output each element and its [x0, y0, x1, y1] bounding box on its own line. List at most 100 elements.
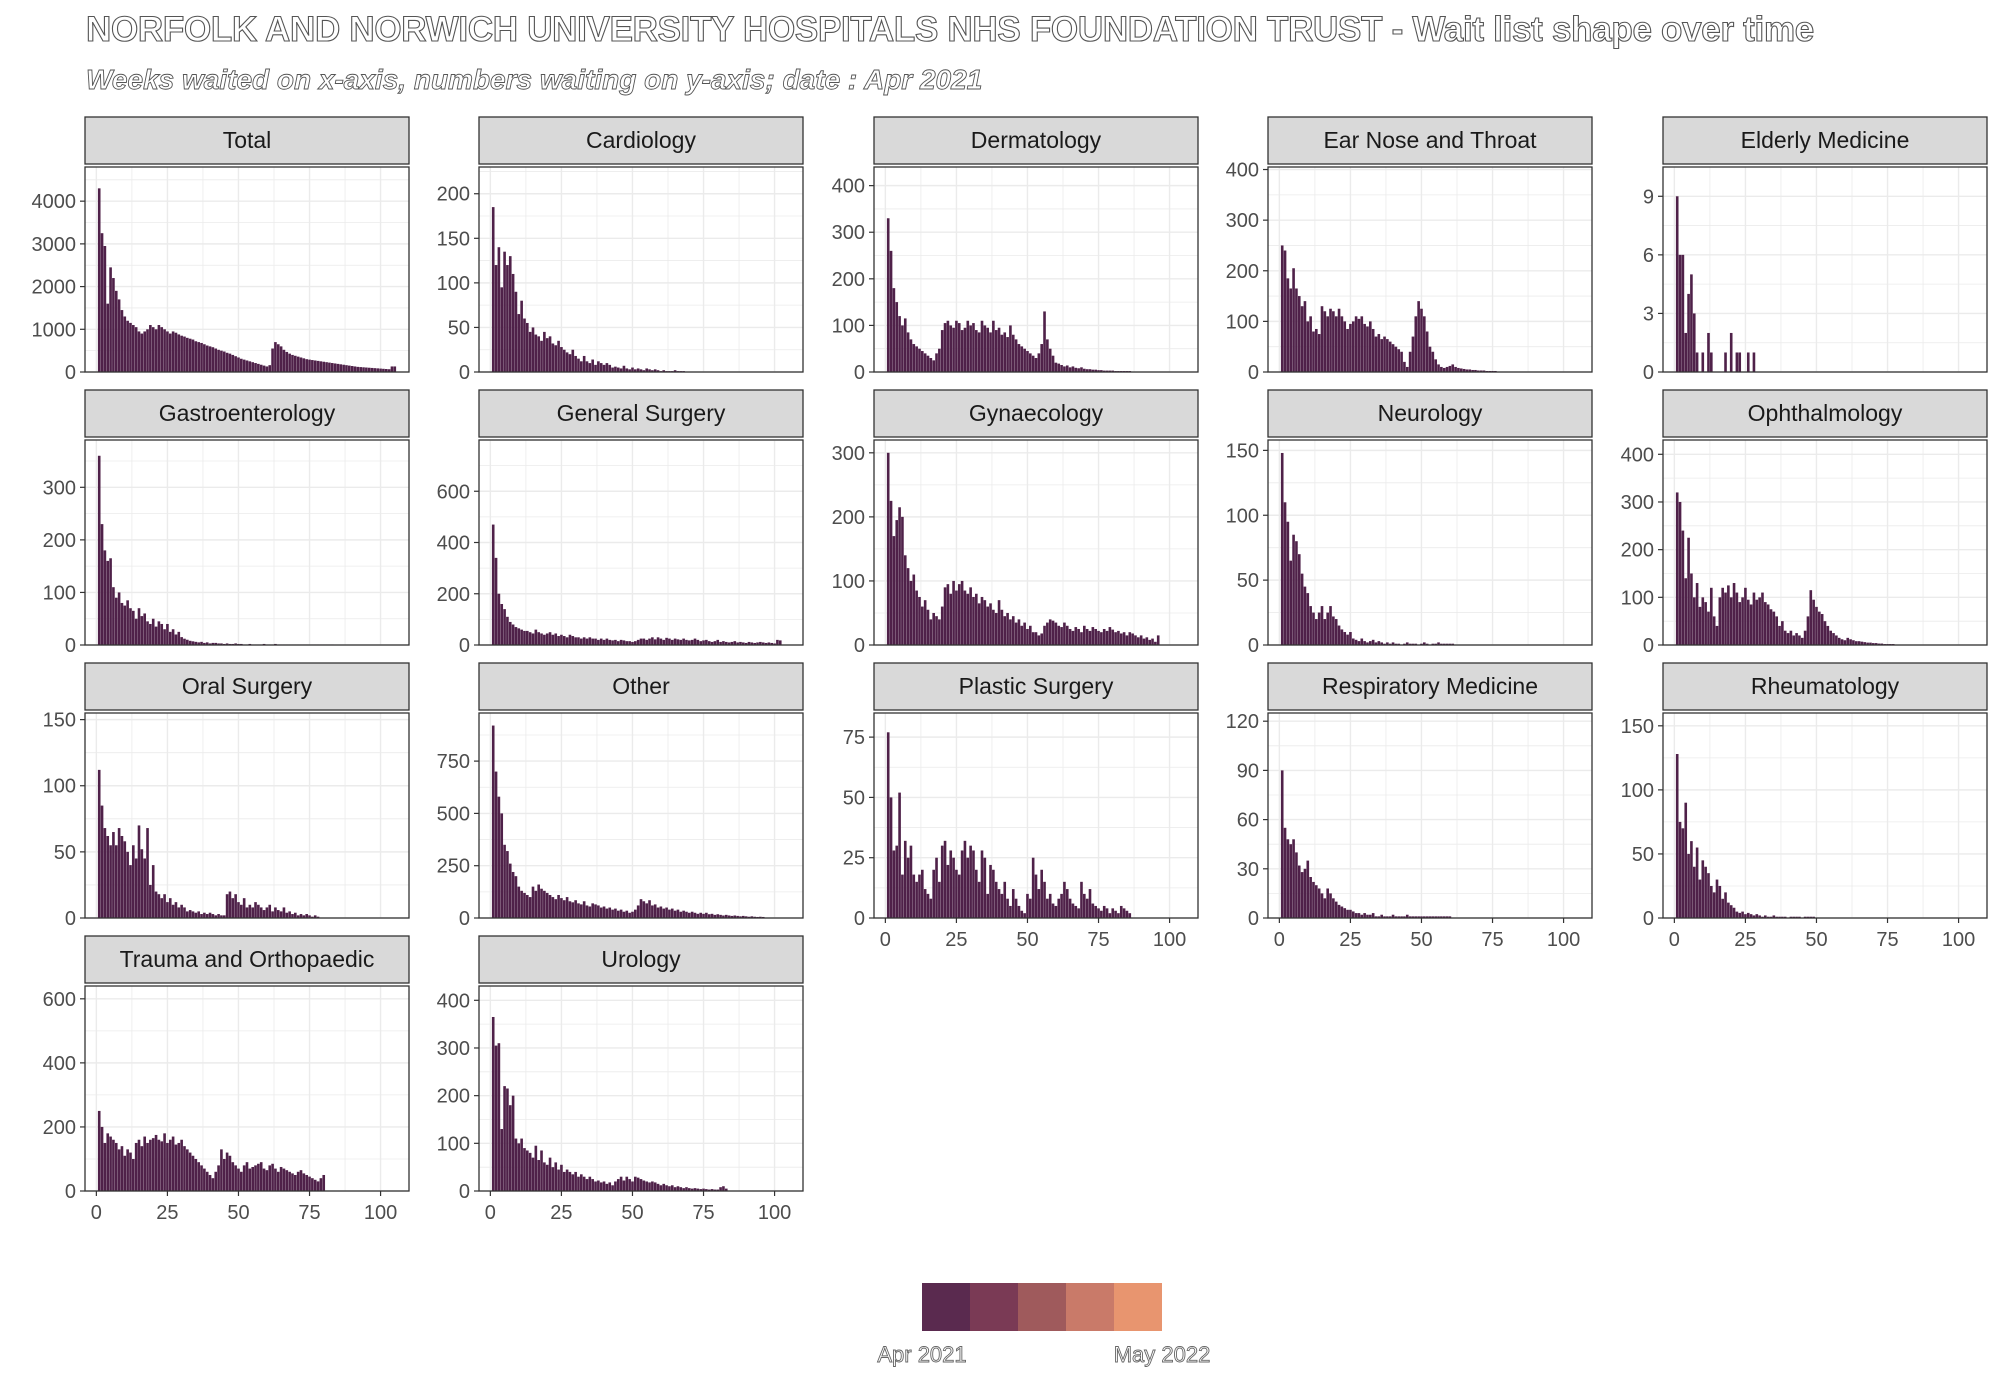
bar — [568, 354, 572, 372]
facet-total: Total 0 1000 2000 3000 4000 — [32, 116, 410, 384]
y-tick-label: 4000 — [32, 191, 77, 213]
bar — [713, 1189, 717, 1191]
bar — [528, 1152, 532, 1191]
bar — [1448, 365, 1452, 372]
bar — [214, 642, 218, 645]
bar — [491, 1016, 495, 1191]
y-tick-label: 100 — [1226, 505, 1259, 527]
bar — [1337, 308, 1341, 372]
bar — [1417, 301, 1420, 372]
bar — [1286, 839, 1290, 918]
y-tick-label: 3 — [1643, 303, 1654, 325]
bar — [668, 1186, 671, 1191]
bar — [1695, 583, 1699, 645]
bar — [123, 1155, 127, 1191]
bar — [497, 247, 501, 372]
bar — [534, 890, 538, 918]
bar — [1366, 642, 1369, 645]
bar — [1029, 353, 1032, 372]
bar — [151, 327, 155, 372]
panel-border — [84, 712, 410, 919]
bar — [1371, 639, 1375, 645]
bar — [262, 1168, 266, 1191]
bar — [194, 1158, 198, 1191]
bar — [1292, 839, 1295, 918]
bar — [237, 357, 240, 372]
bar — [257, 1163, 260, 1191]
bar — [736, 642, 739, 645]
bar-series — [1675, 492, 1912, 645]
bar — [208, 643, 212, 645]
bar — [203, 344, 206, 372]
bar — [217, 914, 220, 918]
panel-border — [478, 985, 804, 1192]
bar — [1434, 359, 1437, 372]
bar — [659, 906, 663, 918]
bar — [1117, 913, 1120, 918]
legend-swatch — [1018, 1283, 1066, 1331]
bar — [151, 865, 155, 918]
y-tick-label: 3000 — [32, 234, 77, 256]
facet-strip — [478, 389, 804, 438]
bar — [943, 323, 947, 372]
bar — [523, 892, 526, 918]
bar — [949, 593, 953, 645]
bar — [183, 638, 186, 645]
x-axis: 0 25 50 75 100 — [91, 1191, 397, 1224]
bar — [634, 1176, 637, 1191]
bar — [1377, 641, 1381, 645]
y-tick-label: 300 — [1226, 210, 1259, 232]
bar — [608, 364, 612, 372]
bar — [1329, 308, 1332, 372]
bar — [1360, 638, 1364, 645]
bar — [889, 500, 893, 645]
bar — [271, 348, 274, 372]
bar — [271, 911, 274, 918]
bar — [251, 1166, 254, 1191]
bar — [1137, 637, 1140, 645]
bar — [690, 639, 694, 645]
bar — [188, 338, 192, 372]
bar — [1400, 351, 1403, 372]
bar — [969, 325, 972, 372]
bar — [727, 642, 731, 645]
bar — [1156, 635, 1160, 645]
bar — [1029, 625, 1032, 645]
bar — [1128, 632, 1132, 645]
bar — [149, 1139, 152, 1191]
bar — [1097, 370, 1100, 372]
bar — [1687, 537, 1690, 645]
bar — [943, 587, 947, 645]
y-tick-label: 0 — [1643, 362, 1654, 384]
bar — [149, 623, 152, 645]
bar — [653, 369, 657, 372]
bar — [302, 358, 306, 372]
bar — [288, 911, 291, 918]
bar — [1340, 316, 1344, 372]
bar — [146, 828, 149, 918]
bar-series — [1675, 196, 1756, 372]
bar — [1437, 642, 1440, 645]
bar — [955, 320, 958, 372]
bar — [912, 344, 916, 372]
bar — [1065, 365, 1069, 372]
bar — [180, 637, 183, 645]
bar — [1142, 638, 1146, 645]
bar — [724, 914, 728, 918]
bar — [622, 911, 626, 918]
bar — [1809, 590, 1813, 645]
facet-general-surgery: General Surgery 0 200 400 600 — [437, 389, 804, 657]
x-tick-label: 25 — [945, 929, 967, 951]
bar — [1866, 642, 1869, 645]
bar — [1057, 625, 1061, 645]
bar — [1798, 635, 1801, 645]
bar — [1317, 612, 1321, 645]
y-tick-label: 50 — [843, 787, 865, 809]
bar — [946, 584, 950, 645]
bar — [724, 1188, 728, 1191]
color-legend: Apr 2021 May 2022 — [877, 1283, 1211, 1367]
bar — [1351, 638, 1355, 645]
bar — [1122, 908, 1126, 918]
bar — [214, 1171, 218, 1191]
x-tick-label: 50 — [1016, 929, 1038, 951]
